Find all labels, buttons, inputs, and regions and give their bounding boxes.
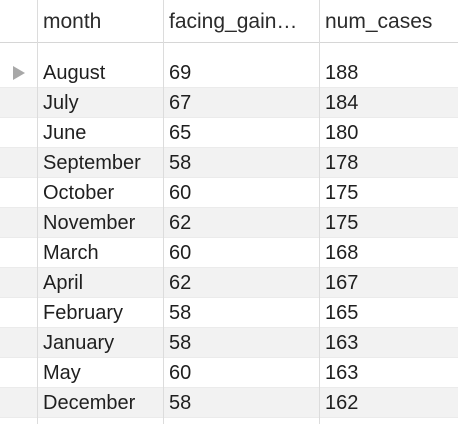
- cell-month[interactable]: November: [43, 212, 136, 234]
- row-divider: [0, 387, 458, 388]
- cell-facing-gain[interactable]: 58: [169, 302, 192, 324]
- row-header[interactable]: [0, 388, 37, 418]
- table-row[interactable]: August 69 188: [0, 58, 458, 88]
- cell-facing-gain[interactable]: 62: [169, 212, 192, 234]
- row-divider: [0, 117, 458, 118]
- row-header[interactable]: [0, 148, 37, 178]
- cell-num-cases[interactable]: 165: [325, 302, 359, 324]
- cell-month[interactable]: June: [43, 122, 87, 144]
- row-header[interactable]: [0, 298, 37, 328]
- table-row[interactable]: April 62 167: [0, 268, 458, 298]
- grid-header: month facing_gain… num_cases: [0, 0, 458, 43]
- row-divider: [0, 417, 458, 418]
- cell-month[interactable]: February: [43, 302, 124, 324]
- row-header[interactable]: [0, 58, 37, 88]
- row-divider: [0, 207, 458, 208]
- row-header[interactable]: [0, 118, 37, 148]
- cell-facing-gain[interactable]: 67: [169, 92, 192, 114]
- row-divider: [0, 357, 458, 358]
- cell-facing-gain[interactable]: 65: [169, 122, 192, 144]
- cell-facing-gain[interactable]: 58: [169, 152, 192, 174]
- cell-month[interactable]: April: [43, 272, 84, 294]
- column-header-facing-gain[interactable]: facing_gain…: [169, 10, 298, 33]
- cell-month[interactable]: July: [43, 92, 79, 114]
- column-divider: [37, 0, 38, 424]
- table-row[interactable]: June 65 180: [0, 118, 458, 148]
- cell-num-cases[interactable]: 175: [325, 182, 359, 204]
- cell-month[interactable]: October: [43, 182, 115, 204]
- cell-num-cases[interactable]: 168: [325, 242, 359, 264]
- cell-month[interactable]: March: [43, 242, 99, 264]
- cell-num-cases[interactable]: 162: [325, 392, 359, 414]
- cell-num-cases[interactable]: 188: [325, 62, 359, 84]
- row-divider: [0, 87, 458, 88]
- row-header[interactable]: [0, 238, 37, 268]
- table-row[interactable]: September 58 178: [0, 148, 458, 178]
- table-row[interactable]: July 67 184: [0, 88, 458, 118]
- row-header[interactable]: [0, 208, 37, 238]
- row-gutter-header: [0, 0, 37, 42]
- cell-num-cases[interactable]: 167: [325, 272, 359, 294]
- column-divider: [163, 0, 164, 424]
- row-header[interactable]: [0, 178, 37, 208]
- cell-month[interactable]: May: [43, 362, 81, 384]
- cell-num-cases[interactable]: 184: [325, 92, 359, 114]
- table-row[interactable]: January 58 163: [0, 328, 458, 358]
- table-row[interactable]: October 60 175: [0, 178, 458, 208]
- cell-month[interactable]: August: [43, 62, 106, 84]
- cell-facing-gain[interactable]: 60: [169, 182, 192, 204]
- cell-num-cases[interactable]: 180: [325, 122, 359, 144]
- row-header[interactable]: [0, 328, 37, 358]
- cell-facing-gain[interactable]: 60: [169, 242, 192, 264]
- cell-facing-gain[interactable]: 58: [169, 332, 192, 354]
- row-divider: [0, 267, 458, 268]
- cell-facing-gain[interactable]: 62: [169, 272, 192, 294]
- cell-facing-gain[interactable]: 58: [169, 392, 192, 414]
- column-header-num-cases[interactable]: num_cases: [325, 10, 433, 33]
- cell-month[interactable]: September: [43, 152, 141, 174]
- cell-num-cases[interactable]: 163: [325, 362, 359, 384]
- row-header[interactable]: [0, 268, 37, 298]
- row-divider: [0, 327, 458, 328]
- cell-facing-gain[interactable]: 69: [169, 62, 192, 84]
- row-divider: [0, 177, 458, 178]
- table-row[interactable]: December 58 162: [0, 388, 458, 418]
- row-divider: [0, 147, 458, 148]
- grid-body: August 69 188 July 67 184 June 65 180 September 58…: [0, 58, 458, 418]
- cell-month[interactable]: December: [43, 392, 136, 414]
- row-divider: [0, 237, 458, 238]
- column-divider: [319, 0, 320, 424]
- cell-facing-gain[interactable]: 60: [169, 362, 192, 384]
- cell-month[interactable]: January: [43, 332, 115, 354]
- cell-num-cases[interactable]: 163: [325, 332, 359, 354]
- table-row[interactable]: November 62 175: [0, 208, 458, 238]
- row-header[interactable]: [0, 358, 37, 388]
- row-divider: [0, 297, 458, 298]
- table-row[interactable]: March 60 168: [0, 238, 458, 268]
- column-header-month[interactable]: month: [43, 10, 102, 33]
- table-row[interactable]: May 60 163: [0, 358, 458, 388]
- cell-num-cases[interactable]: 175: [325, 212, 359, 234]
- table-row[interactable]: February 58 165: [0, 298, 458, 328]
- row-pointer-icon: [12, 66, 25, 81]
- cell-num-cases[interactable]: 178: [325, 152, 359, 174]
- row-header[interactable]: [0, 88, 37, 118]
